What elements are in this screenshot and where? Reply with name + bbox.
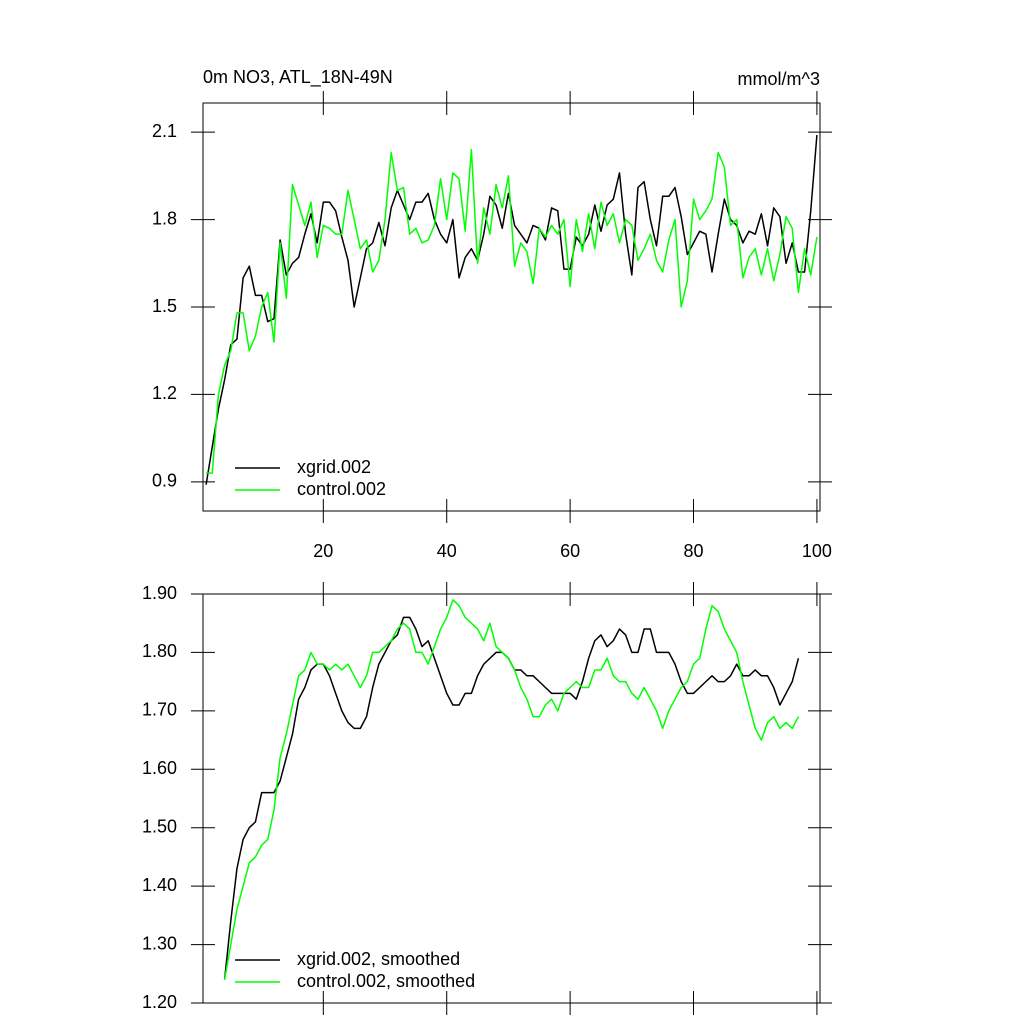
legend-label: control.002, smoothed [297, 971, 475, 991]
y-tick-label: 1.8 [152, 208, 177, 228]
y-tick-label: 1.5 [152, 296, 177, 316]
y-tick-label: 1.60 [142, 758, 177, 778]
y-tick-label: 1.2 [152, 383, 177, 403]
y-tick-label: 1.50 [142, 816, 177, 836]
x-tick-label: 100 [802, 541, 832, 561]
y-tick-label: 2.1 [152, 121, 177, 141]
chart-title: 0m NO3, ATL_18N-49N [203, 67, 393, 88]
x-tick-label: 20 [313, 541, 333, 561]
y-tick-label: 1.80 [142, 641, 177, 661]
x-tick-label: 40 [437, 541, 457, 561]
series-line [205, 134, 818, 485]
plot-frame [202, 593, 821, 1004]
legend-label: xgrid.002 [297, 457, 371, 477]
y-tick-label: 1.70 [142, 700, 177, 720]
x-tick-label: 80 [683, 541, 703, 561]
legend-label: control.002 [297, 479, 386, 499]
y-tick-label: 0.9 [152, 471, 177, 491]
y-tick-label: 1.30 [142, 933, 177, 953]
x-tick-label: 60 [560, 541, 580, 561]
y-tick-label: 1.90 [142, 583, 177, 603]
legend-label: xgrid.002, smoothed [297, 949, 460, 969]
series-line [223, 599, 800, 980]
y-tick-label: 1.40 [142, 875, 177, 895]
units-label: mmol/m^3 [738, 69, 820, 89]
series-line [206, 148, 818, 474]
y-tick-label: 1.20 [142, 992, 177, 1012]
